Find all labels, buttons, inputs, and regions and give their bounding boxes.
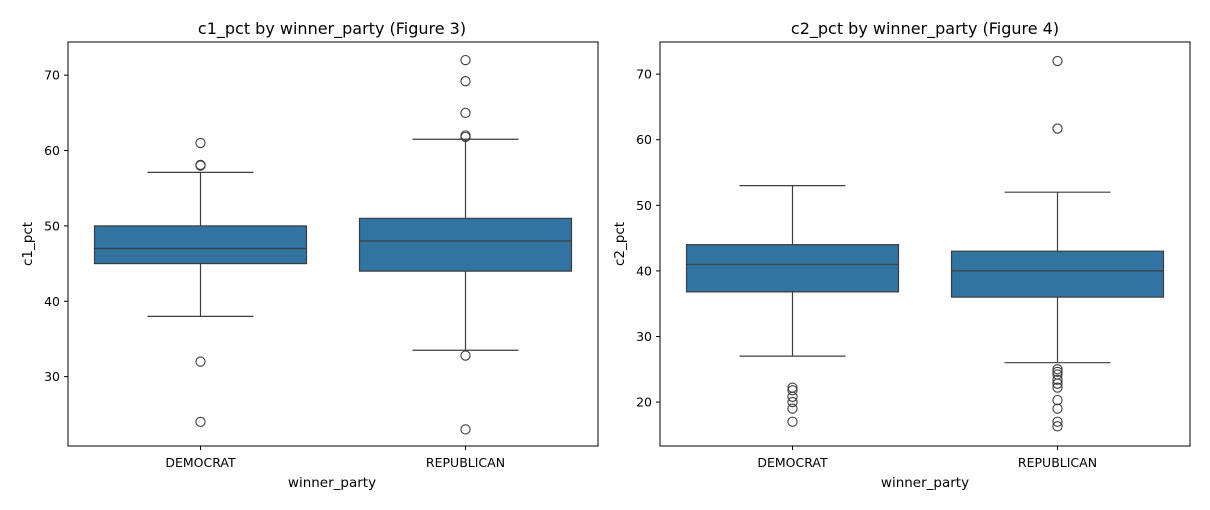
outlier-point (1052, 366, 1063, 378)
outlier-point (787, 385, 798, 396)
outlier-point (1052, 382, 1063, 393)
y-tick-label: 70 (636, 67, 652, 82)
outlier-point (195, 137, 206, 149)
outlier-point (460, 350, 471, 361)
outlier-point (1052, 394, 1063, 406)
box-iqr (685, 244, 900, 293)
y-axis-label: c2_pct (612, 222, 628, 266)
x-axis-label: winner_party (288, 475, 376, 491)
outlier-point (460, 76, 471, 87)
x-tick-label: REPUBLICAN (426, 455, 505, 470)
plot-frame (67, 41, 599, 447)
y-tick-label: 30 (44, 369, 60, 384)
x-tick-label: DEMOCRAT (757, 455, 828, 470)
outlier-point (195, 159, 206, 171)
outlier-point (460, 54, 471, 66)
outlier-point (1052, 364, 1063, 375)
x-axis: DEMOCRAT REPUBLICAN (165, 446, 505, 470)
outlier-point (195, 416, 206, 428)
outlier-point (1052, 421, 1063, 432)
y-tick-label: 60 (44, 143, 60, 158)
y-tick-label: 60 (636, 132, 652, 147)
box-series (685, 55, 1165, 432)
chart-panel-c1: c1_pct by winner_party (Figure 3) 30 40 50… (20, 19, 599, 491)
outlier-point (1052, 55, 1063, 67)
outlier-point (787, 391, 798, 402)
x-axis-label: winner_party (881, 475, 969, 491)
x-axis: DEMOCRAT REPUBLICAN (757, 446, 1097, 470)
y-tick-label: 50 (44, 218, 60, 233)
x-tick-label: DEMOCRAT (165, 455, 236, 470)
y-axis-label: c1_pct (20, 222, 36, 266)
box-iqr (950, 250, 1165, 298)
box-iqr (93, 225, 308, 265)
outlier-point (1052, 123, 1063, 134)
outlier-point (1052, 403, 1063, 414)
outlier-point (787, 396, 798, 408)
x-tick-label: REPUBLICAN (1018, 455, 1097, 470)
outlier-point (1052, 416, 1063, 427)
outlier-point (460, 424, 471, 435)
outlier-point (787, 416, 798, 427)
plot-frame (659, 41, 1191, 447)
chart-title: c2_pct by winner_party (Figure 4) (791, 19, 1059, 39)
box-series (93, 54, 573, 435)
y-axis: 30 40 50 60 70 (44, 68, 68, 384)
y-axis: 20 30 40 50 60 70 (636, 67, 660, 410)
outlier-point (460, 107, 471, 119)
outlier-point (195, 356, 206, 367)
y-tick-label: 40 (636, 263, 652, 278)
chart-panel-c2: c2_pct by winner_party (Figure 4) 20 30 40… (612, 19, 1191, 491)
outlier-point (460, 130, 471, 141)
box-iqr (358, 217, 573, 272)
outlier-point (1052, 374, 1063, 385)
chart-title: c1_pct by winner_party (Figure 3) (198, 19, 466, 39)
y-tick-label: 40 (44, 294, 60, 309)
y-tick-label: 30 (636, 329, 652, 344)
y-tick-label: 70 (44, 68, 60, 83)
y-tick-label: 20 (636, 395, 652, 410)
outlier-point (787, 403, 798, 414)
y-tick-label: 50 (636, 198, 652, 213)
outlier-point (1052, 378, 1063, 389)
